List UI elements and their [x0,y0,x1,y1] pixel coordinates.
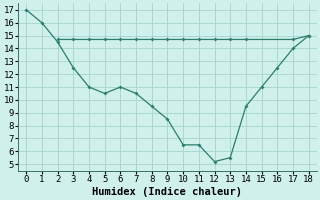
X-axis label: Humidex (Indice chaleur): Humidex (Indice chaleur) [92,186,243,197]
